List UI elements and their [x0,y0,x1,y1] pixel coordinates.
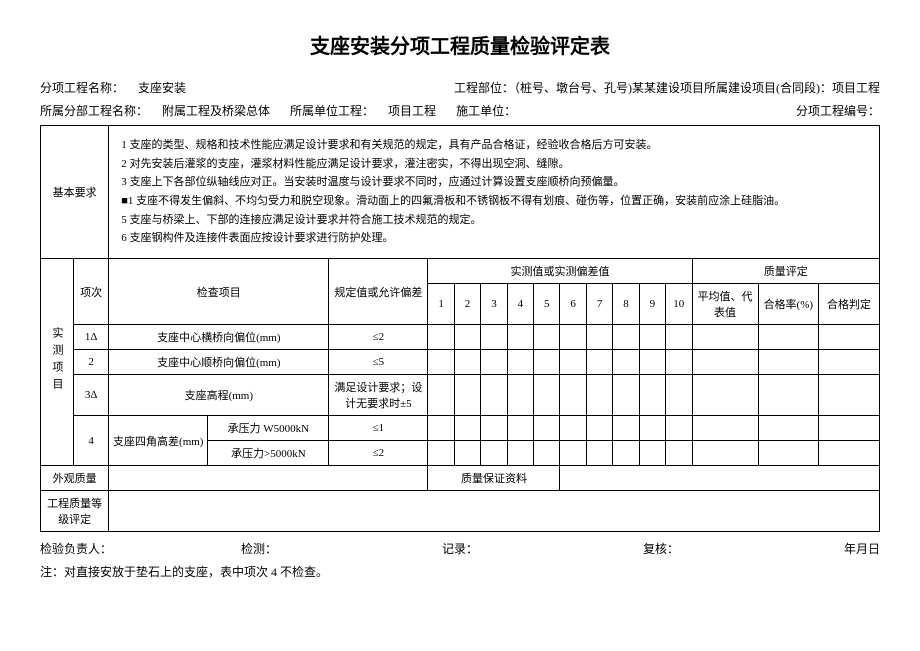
hdr-n9: 9 [639,284,665,325]
hdr-n6: 6 [560,284,586,325]
meta1-label1: 分项工程名称： [40,81,124,95]
grade-label: 工程质量等级评定 [41,491,109,532]
meta2-label4: 分项工程编号： [796,102,880,119]
note-text: 注：对直接安放于垫石上的支座，表中项次 4 不检查。 [40,563,880,580]
meta2-label1: 所属分部工程名称： [40,104,148,118]
r3-spec: 满足设计要求；设计无要求时±5 [329,375,428,416]
hdr-idx: 项次 [74,259,109,325]
r4-spec1: ≤1 [329,416,428,441]
hdr-avg: 平均值、代表值 [692,284,758,325]
r1-spec: ≤2 [329,325,428,350]
footer-c3: 记录： [442,540,643,557]
side-label: 实测项目 [41,259,74,466]
hdr-n7: 7 [586,284,612,325]
meta2-label2: 所属单位工程： [290,104,374,118]
hdr-quality: 质量评定 [692,259,880,284]
table-row: 1Δ 支座中心横桥向偏位(mm) ≤2 [41,325,880,350]
hdr-spec: 规定值或允许偏差 [329,259,428,325]
hdr-n1: 1 [428,284,454,325]
table-row: 4 支座四角高差(mm) 承压力 W5000kN ≤1 [41,416,880,441]
r4-idx: 4 [74,416,109,466]
r2-item: 支座中心顺桥向偏位(mm) [109,350,329,375]
meta-row-1: 分项工程名称： 支座安装 工程部位：（桩号、墩台号、孔号)某某建设项目所属建设项目… [40,79,880,96]
meta2-val2: 项目工程 [388,104,436,118]
r2-idx: 2 [74,350,109,375]
hdr-n5: 5 [534,284,560,325]
hdr-measured: 实测值或实测偏差值 [428,259,692,284]
table-row: 3Δ 支座高程(mm) 满足设计要求；设计无要求时±5 [41,375,880,416]
footer-c2: 检测： [241,540,442,557]
r4-item: 支座四角高差(mm) [109,416,208,466]
r4-sub2: 承压力>5000kN [208,441,329,466]
r1-idx: 1Δ [74,325,109,350]
meta2-val1: 附属工程及桥梁总体 [162,104,270,118]
meta2-label3: 施工单位： [456,102,516,119]
table-row: 2 支座中心顺桥向偏位(mm) ≤5 [41,350,880,375]
hdr-n8: 8 [613,284,639,325]
hdr-n2: 2 [454,284,480,325]
appearance-label: 外观质量 [41,466,109,491]
basic-req-label: 基本要求 [41,126,109,259]
r3-item: 支座高程(mm) [109,375,329,416]
appearance-right: 质量保证资料 [428,466,560,491]
main-table: 基本要求 1 支座的类型、规格和技术性能应满足设计要求和有关规范的规定，具有产品… [40,125,880,532]
r3-idx: 3Δ [74,375,109,416]
hdr-pass: 合格率(%) [758,284,819,325]
meta1-val1: 支座安装 [138,81,186,95]
hdr-n3: 3 [481,284,507,325]
hdr-n4: 4 [507,284,533,325]
meta-row-2: 所属分部工程名称： 附属工程及桥梁总体 所属单位工程： 项目工程 施工单位： 分项工… [40,102,880,119]
hdr-n10: 10 [666,284,692,325]
hdr-item: 检查项目 [109,259,329,325]
r4-sub1: 承压力 W5000kN [208,416,329,441]
footer-c5: 年月日 [844,540,880,557]
footer-c1: 检验负责人： [40,540,241,557]
r2-spec: ≤5 [329,350,428,375]
hdr-judge: 合格判定 [819,284,880,325]
r4-spec2: ≤2 [329,441,428,466]
basic-req-text: 1 支座的类型、规格和技术性能应满足设计要求和有关规范的规定，具有产品合格证，经… [109,126,880,259]
footer-c4: 复核： [643,540,844,557]
meta1-label2: 工程部位：（桩号、墩台号、孔号)某某建设项目所属建设项目(合同段)：项目工程 [454,79,880,96]
doc-title: 支座安装分项工程质量检验评定表 [40,30,880,59]
footer-row: 检验负责人： 检测： 记录： 复核： 年月日 [40,540,880,557]
r1-item: 支座中心横桥向偏位(mm) [109,325,329,350]
